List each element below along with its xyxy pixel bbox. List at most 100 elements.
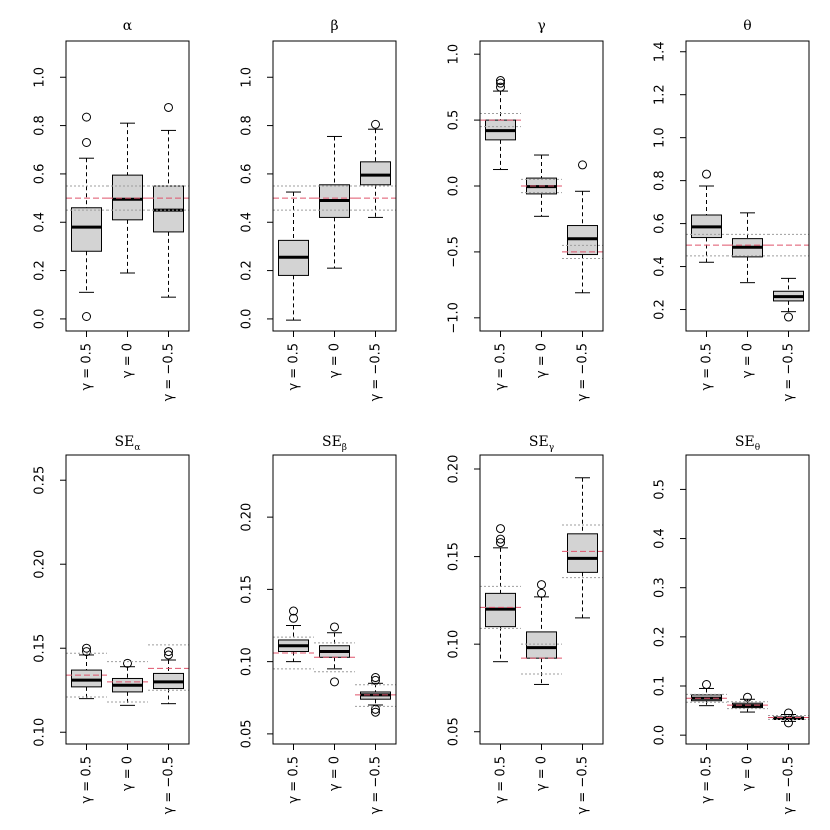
y-tick-label: 0.10 <box>447 630 462 659</box>
y-tick-label: 0.20 <box>240 503 255 532</box>
box-iqr <box>71 207 102 252</box>
y-tick-label: 1.0 <box>33 67 48 88</box>
box-iqr <box>112 174 143 221</box>
x-tick-label: γ = −0.5 <box>369 343 384 401</box>
outlier-point <box>123 658 132 668</box>
panel-6: SEβ 0.05 0.10 0.15 0.20 γ = 0.5 γ = 0 γ = −0.5 <box>240 434 397 814</box>
x-tick-label: γ = 0 <box>535 756 550 791</box>
box-2 <box>732 212 763 284</box>
outlier-point <box>164 650 173 660</box>
outlier-point <box>82 647 91 657</box>
panel-title: γ <box>537 18 545 34</box>
panel-8: SEθ 0.0 0.1 0.2 0.3 0.4 0.5 γ = 0.5 γ = 0 γ = −0.… <box>653 434 810 814</box>
outlier-point <box>371 704 380 714</box>
x-tick-label: γ = 0 <box>121 756 136 791</box>
y-tick-label: 0.2 <box>653 627 668 648</box>
outlier-point <box>537 580 546 590</box>
x-tick-label: γ = −0.5 <box>576 343 591 401</box>
box-1 <box>485 76 516 171</box>
outlier-point <box>784 718 793 728</box>
box-iqr <box>71 669 102 688</box>
plot-frame <box>272 454 397 745</box>
box-1 <box>71 643 102 700</box>
outlier-point <box>330 622 339 632</box>
panel-title-sub: α <box>134 443 140 453</box>
outlier-point <box>702 169 711 179</box>
y-tick-label: 0.15 <box>447 542 462 571</box>
outlier-point <box>82 112 91 122</box>
outlier-point <box>330 677 339 687</box>
y-tick-label: 0.4 <box>33 212 48 233</box>
x-tick-label: γ = 0 <box>121 343 136 378</box>
y-tick-label: 1.0 <box>240 67 255 88</box>
outlier-point <box>82 138 91 147</box>
panel-title-main: SE <box>322 434 342 450</box>
outlier-point <box>784 312 793 322</box>
box-1 <box>485 524 516 663</box>
y-tick-label: 0.6 <box>653 213 668 234</box>
outlier-point <box>289 613 298 623</box>
box-3 <box>567 477 598 619</box>
panel-title-main: θ <box>743 18 751 34</box>
panel-title: α <box>123 18 133 34</box>
box-3 <box>567 160 598 294</box>
y-tick-label: 0.4 <box>240 212 255 233</box>
y-tick-label: 0.0 <box>447 176 462 197</box>
box-1 <box>278 606 309 663</box>
y-tick-label: 0.15 <box>240 575 255 604</box>
y-tick-label: −1.0 <box>447 302 462 334</box>
panel-7: SEγ 0.05 0.10 0.15 0.20 γ = 0.5 γ = 0 γ = −0.5 <box>447 434 604 814</box>
box-3 <box>360 119 391 218</box>
x-tick-label: γ = 0 <box>741 343 756 378</box>
y-tick-label: 0.8 <box>240 115 255 136</box>
panel-3: γ −1.0 −0.5 0.0 0.5 1.0 γ = 0.5 γ = 0 γ = −0.5 <box>447 18 604 401</box>
panel-title-sub: β <box>342 443 347 453</box>
panel-title-main: γ <box>537 18 545 34</box>
y-tick-label: 0.8 <box>653 170 668 191</box>
y-tick-label: 0.0 <box>33 309 48 330</box>
y-tick-label: 0.2 <box>653 299 668 320</box>
y-tick-label: 0.05 <box>240 719 255 748</box>
panel-title: β <box>330 18 338 34</box>
y-tick-label: 0.5 <box>653 479 668 500</box>
box-1 <box>278 191 309 321</box>
box-2 <box>319 622 350 687</box>
panel-title-main: SE <box>529 434 549 450</box>
x-tick-label: γ = −0.5 <box>782 756 797 814</box>
outlier-point <box>164 647 173 657</box>
outlier-point <box>578 160 587 170</box>
y-tick-label: 0.3 <box>653 577 668 598</box>
outlier-point <box>371 707 380 717</box>
panel-title: SEθ <box>735 434 760 453</box>
y-tick-label: 0.20 <box>447 455 462 484</box>
outlier-point <box>496 78 505 88</box>
outlier-point <box>289 606 298 616</box>
x-tick-label: γ = 0 <box>535 343 550 378</box>
outlier-point <box>496 534 505 544</box>
x-tick-label: γ = 0.5 <box>287 343 302 391</box>
y-tick-label: 1.4 <box>653 41 668 62</box>
x-tick-label: γ = 0.5 <box>80 343 95 391</box>
panel-title: SEβ <box>322 434 347 453</box>
outlier-point <box>496 524 505 534</box>
box-3 <box>153 647 184 705</box>
y-tick-label: 0.10 <box>33 718 48 747</box>
panel-title: θ <box>743 18 751 34</box>
outlier-point <box>371 673 380 683</box>
box-1 <box>71 112 102 321</box>
y-tick-label: 0.4 <box>653 256 668 277</box>
panel-1: α 0.0 0.2 0.4 0.6 0.8 1.0 γ = 0.5 γ = 0 γ = −0.5 <box>33 18 190 401</box>
y-tick-label: 0.6 <box>240 164 255 185</box>
panel-4: θ 0.2 0.4 0.6 0.8 1.0 1.2 1.4 γ = 0.5 γ = 0 γ = −0… <box>653 18 810 401</box>
x-tick-label: γ = −0.5 <box>782 343 797 401</box>
panel-title: SEα <box>115 434 141 453</box>
y-tick-label: 0.8 <box>33 115 48 136</box>
y-tick-label: 0.4 <box>653 528 668 549</box>
y-tick-label: 0.15 <box>33 634 48 663</box>
y-tick-label: 0.0 <box>653 725 668 746</box>
x-tick-label: γ = 0.5 <box>80 756 95 804</box>
x-tick-label: γ = −0.5 <box>369 756 384 814</box>
box-1 <box>691 169 722 263</box>
x-tick-label: γ = 0.5 <box>287 756 302 804</box>
